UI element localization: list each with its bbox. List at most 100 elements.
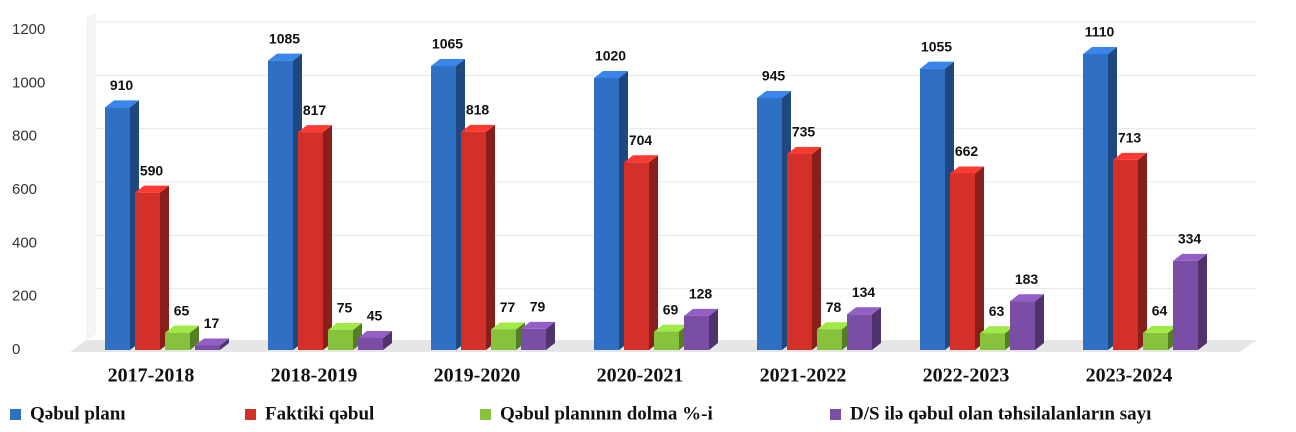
bar [358,338,383,350]
bar-side [160,185,169,350]
bar-top [461,124,495,132]
x-tick-label: 2017-2018 [108,365,195,387]
bar [461,131,486,350]
data-label: 17 [204,315,220,331]
back-wall [86,12,96,340]
bar-top [298,125,332,133]
data-label: 78 [826,299,842,315]
y-tick-label: 1200 [12,21,45,38]
data-label: 1085 [269,30,300,46]
x-tick-label: 2018-2019 [271,365,358,387]
bar [624,162,649,350]
x-tick-label: 2020-2021 [597,365,684,387]
bar-side [709,308,718,350]
legend-label: Qəbul planı [30,403,126,424]
data-label: 735 [792,124,816,140]
bar-side [1035,294,1044,350]
bar [594,78,619,350]
bar [817,329,842,350]
legend-swatch [245,409,256,420]
data-label: 704 [629,132,653,148]
bar-top [431,59,465,66]
data-label: 63 [989,303,1005,319]
bar-top [684,308,718,316]
data-label: 75 [337,300,353,316]
y-tick-label: 400 [12,234,37,251]
bar-top [757,91,791,98]
x-tick-label: 2022-2023 [923,365,1010,387]
bar-top [1113,152,1147,160]
bar-top [654,324,688,332]
bar [1113,159,1138,350]
bar-top [950,166,984,174]
bar-top [817,322,851,330]
bar [1143,332,1168,350]
bar-side [1138,152,1147,350]
bar-top [328,323,362,330]
bar-side [190,325,199,350]
bar [684,315,709,350]
bar-top [1083,47,1117,54]
legend-swatch [830,409,841,420]
bar [757,98,782,350]
data-label: 945 [762,68,786,84]
y-tick-label: 1000 [12,74,45,91]
bar-side [649,155,658,350]
bar-top [920,61,954,69]
data-label: 77 [500,299,516,315]
bar-top [1010,294,1044,302]
data-label: 64 [1152,303,1168,319]
bar-top [847,307,881,315]
bar [328,330,353,350]
bar [654,331,679,350]
bar-side [486,124,495,350]
data-label: 65 [174,302,190,318]
data-label: 79 [530,299,546,315]
bar-side [546,321,555,350]
data-label: 334 [1178,231,1202,247]
data-label: 1020 [595,48,626,64]
x-tick-label: 2019-2020 [434,365,521,387]
bar-top [358,331,392,338]
bar [431,66,456,350]
bar-top [105,100,139,108]
data-label: 713 [1118,130,1142,146]
bar-top [165,325,199,333]
legend-label: Faktiki qəbul [265,403,374,424]
bar-side [812,147,821,350]
data-label: 69 [663,301,679,317]
bar-top [268,53,302,61]
bar-top [787,147,821,154]
legend-swatch [480,409,491,420]
bar-side [975,166,984,350]
bar-top [1173,253,1207,261]
bar [847,314,872,350]
data-label: 817 [303,102,327,118]
bar-side [1198,253,1207,350]
bar [950,173,975,350]
y-tick-label: 200 [12,288,37,305]
bar-top [624,155,658,163]
bar [920,68,945,351]
y-tick-label: 800 [12,128,37,145]
data-label: 910 [110,77,134,93]
x-tick-label: 2021-2022 [760,365,847,387]
x-tick-label: 2023-2024 [1086,365,1173,387]
data-label: 662 [955,143,979,159]
bar-top [1143,325,1177,333]
data-label: 1065 [432,36,463,52]
bar-top [135,185,169,193]
data-label: 1055 [921,38,952,54]
bar-side [220,338,229,350]
data-label: 45 [367,308,383,324]
legend-label: D/S ilə qəbul olan təhsilalanların sayı [850,403,1151,424]
bar-side [323,125,332,350]
bar-top [521,321,555,329]
bar [491,329,516,350]
bar [1010,301,1035,350]
bar-top [980,326,1014,334]
bar [135,192,160,350]
bar [105,107,130,350]
data-label: 1110 [1085,24,1115,40]
bar-top [195,338,229,346]
